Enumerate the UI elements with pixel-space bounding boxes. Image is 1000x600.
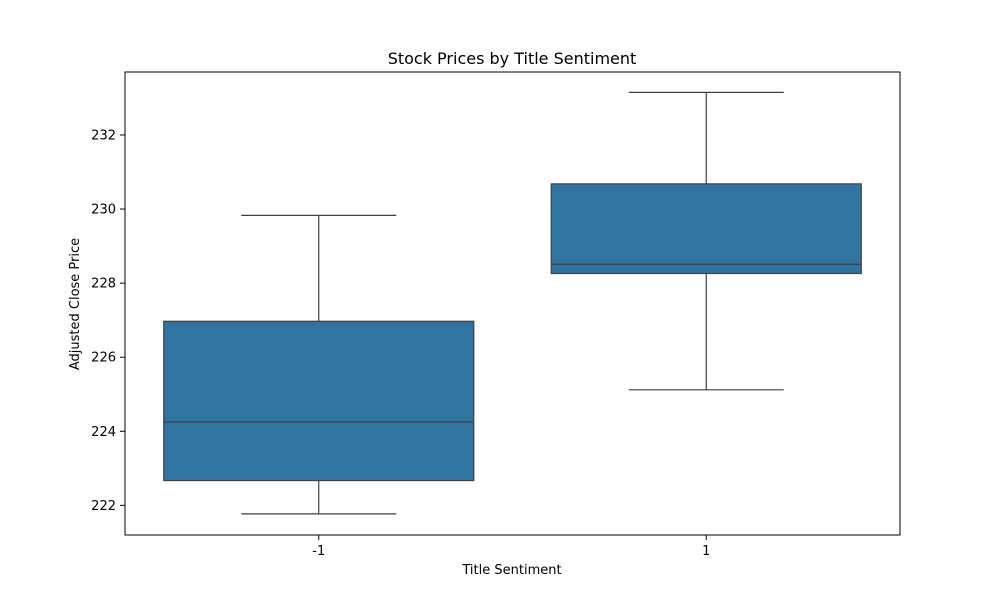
box-iqr bbox=[550, 183, 862, 275]
plot-frame bbox=[124, 71, 901, 536]
x-tick-label: -1 bbox=[312, 544, 325, 559]
plot-area: 222 224 226 228 230 232 -1 1 bbox=[91, 71, 901, 559]
box-iqr bbox=[163, 320, 475, 482]
y-tick-label: 232 bbox=[91, 128, 116, 143]
x-tick-label: 1 bbox=[702, 544, 710, 559]
chart-title: Stock Prices by Title Sentiment bbox=[388, 49, 637, 68]
y-tick-label: 224 bbox=[91, 425, 116, 440]
x-axis-label: Title Sentiment bbox=[461, 563, 561, 578]
y-tick-label: 230 bbox=[91, 203, 116, 218]
y-tick-label: 222 bbox=[91, 499, 116, 514]
y-tick-label: 228 bbox=[91, 277, 116, 292]
y-tick-label: 226 bbox=[91, 351, 116, 366]
y-axis-label: Adjusted Close Price bbox=[68, 238, 83, 370]
